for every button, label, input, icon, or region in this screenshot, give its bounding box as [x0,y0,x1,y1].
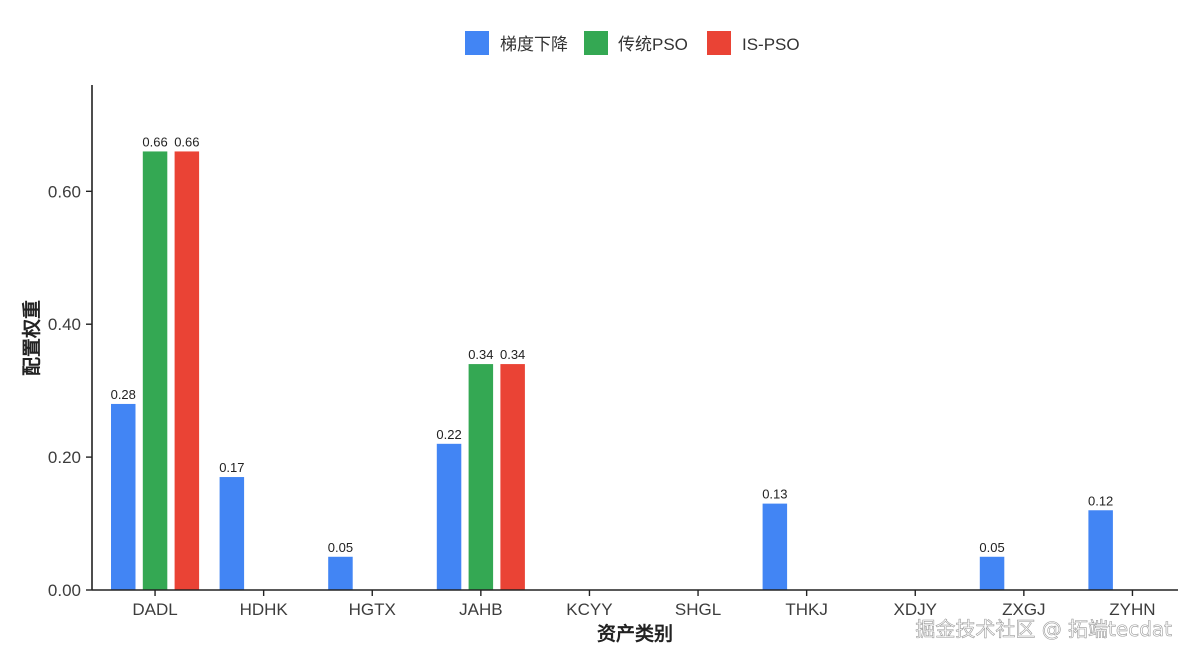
bar [1088,510,1113,590]
legend-label: 传统PSO [618,35,688,54]
watermark-text: 掘金技术社区 @ 拓端tecdat [915,617,1172,641]
data-label: 0.05 [979,540,1004,555]
bar [219,477,245,590]
data-label: 0.13 [762,487,787,502]
bar [142,151,168,590]
data-label: 0.34 [468,347,493,362]
y-tick-label: 0.40 [48,315,81,334]
data-label: 0.22 [436,427,461,442]
data-label: 0.34 [500,347,525,362]
x-tick-label: DADL [132,600,177,619]
bar [111,403,136,590]
x-tick-label: SHGL [675,600,721,619]
bar [468,364,494,590]
y-ticks-group: 0.00 0.20 0.40 0.60 [48,182,92,600]
y-tick-label: 0.20 [48,448,81,467]
bar [979,556,1005,590]
x-tick-label: ZXGJ [1002,600,1045,619]
bar [174,151,200,590]
data-label: 0.17 [219,460,244,475]
data-label: 0.12 [1088,493,1113,508]
data-label: 0.05 [328,540,353,555]
x-ticks-group: DADL HDHK HGTX JAHB KCYY SHGL THKJ XDJY ZXGJ ZYHN [132,590,1156,619]
chart-legend: 梯度下降 传统PSO IS-PSO [465,31,800,55]
x-tick-label: HDHK [240,600,289,619]
y-tick-label: 0.00 [48,581,81,600]
axes-group [91,85,1178,591]
bar [436,443,462,590]
x-axis-title: 资产类别 [597,622,673,645]
data-labels-group: 0.28 0.17 0.05 0.22 0.13 0.05 0.12 0.66 0.34 0.66… [111,134,1114,554]
data-label: 0.66 [174,134,199,149]
x-tick-label: KCYY [566,600,612,619]
x-tick-label: ZYHN [1109,600,1155,619]
x-tick-label: XDJY [894,600,937,619]
y-axis-title: 配置权重 [20,300,43,376]
y-tick-label: 0.60 [48,182,81,201]
data-label: 0.28 [111,387,136,402]
data-label: 0.66 [142,134,167,149]
bar [500,364,525,590]
bars-group [111,151,1113,590]
legend-label: IS-PSO [742,35,800,54]
x-tick-label: THKJ [785,600,828,619]
legend-swatch [465,31,489,55]
bar [762,503,788,590]
bar [328,556,353,590]
legend-swatch [707,31,731,55]
x-tick-label: JAHB [459,600,502,619]
legend-label: 梯度下降 [500,35,568,54]
x-tick-label: HGTX [349,600,396,619]
legend-swatch [584,31,608,55]
